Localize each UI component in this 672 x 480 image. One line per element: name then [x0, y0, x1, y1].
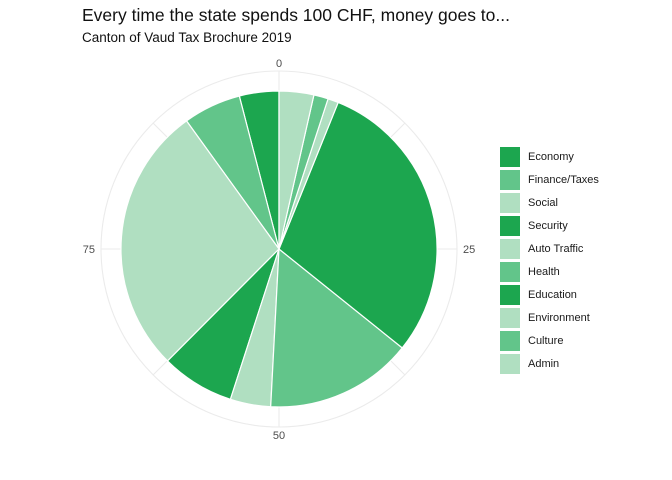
legend-item: Education — [500, 283, 599, 306]
legend-label: Security — [528, 219, 568, 232]
legend-key — [500, 238, 520, 259]
legend-item: Health — [500, 260, 599, 283]
legend-key — [500, 307, 520, 328]
legend-label: Culture — [528, 334, 564, 347]
legend-label: Social — [528, 196, 558, 209]
legend-key — [500, 215, 520, 236]
legend-label: Education — [528, 288, 577, 301]
legend-label: Finance/Taxes — [528, 173, 599, 186]
legend: Economy Finance/Taxes Social Security Auto T… — [500, 145, 599, 375]
legend-key — [500, 261, 520, 282]
legend-label: Auto Traffic — [528, 242, 584, 255]
tick-label: 75 — [83, 244, 95, 256]
slice-social — [120, 120, 280, 362]
slice-health — [270, 247, 404, 408]
legend-key — [500, 192, 520, 213]
legend-key — [500, 146, 520, 167]
legend-label: Admin — [528, 357, 560, 370]
legend-key — [500, 330, 520, 351]
chart-title: Every time the state spends 100 CHF, mon… — [82, 5, 510, 25]
tick-label: 25 — [463, 244, 475, 256]
legend-item: Social — [500, 191, 599, 214]
legend-item: Environment — [500, 306, 599, 329]
tick-label: 50 — [273, 430, 285, 442]
legend-key — [500, 353, 520, 374]
legend-item: Economy — [500, 145, 599, 168]
tick-label: 0 — [276, 58, 282, 70]
slice-admin — [278, 90, 315, 250]
legend-item: Admin — [500, 352, 599, 375]
legend-item: Security — [500, 214, 599, 237]
legend-key — [500, 169, 520, 190]
legend-item: Finance/Taxes — [500, 168, 599, 191]
slice-education — [278, 101, 438, 349]
legend-key — [500, 284, 520, 305]
legend-label: Health — [528, 265, 560, 278]
legend-item: Auto Traffic — [500, 237, 599, 260]
legend-label: Environment — [528, 311, 590, 324]
legend-label: Economy — [528, 150, 574, 163]
chart-subtitle: Canton of Vaud Tax Brochure 2019 — [82, 30, 292, 45]
legend-item: Culture — [500, 329, 599, 352]
